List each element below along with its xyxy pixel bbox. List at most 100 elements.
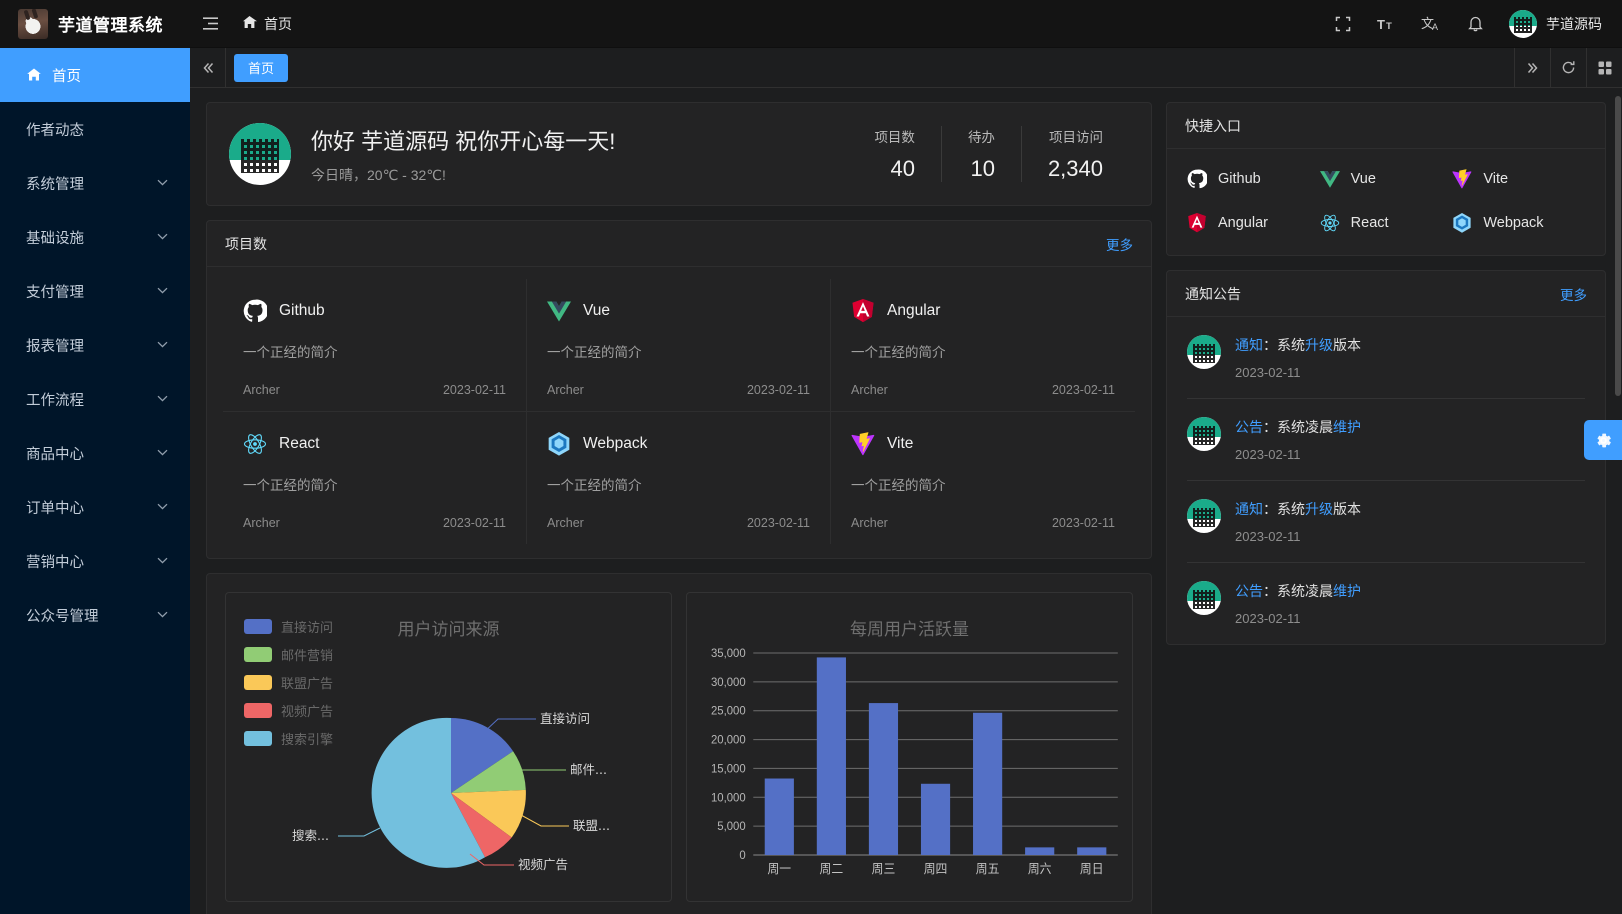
legend-label: 邮件营销 [281, 648, 334, 663]
quick-entry-item-vue[interactable]: Vue [1319, 169, 1453, 189]
legend-item[interactable]: 邮件营销 [244, 645, 333, 664]
refresh-icon[interactable] [1550, 48, 1586, 87]
project-card[interactable]: Vite 一个正经的简介 Archer 2023-02-11 [831, 412, 1135, 544]
notice-body: 公告：系统凌晨维护 2023-02-11 [1235, 417, 1361, 462]
quick-entry-item-react[interactable]: React [1320, 213, 1453, 233]
chevron-down-icon [157, 231, 168, 243]
xtick-label: 周三 [872, 862, 896, 876]
sidebar-item-8[interactable]: 商品中心 [0, 426, 190, 480]
legend-label: 直接访问 [281, 620, 334, 635]
brand[interactable]: 芋道管理系统 [0, 0, 190, 48]
grid-icon[interactable] [1586, 48, 1622, 87]
bar[interactable] [920, 783, 951, 855]
project-card[interactable]: Github 一个正经的简介 Archer 2023-02-11 [223, 279, 527, 412]
notice-text-b: 版本 [1333, 337, 1361, 353]
bar[interactable] [973, 712, 1003, 855]
home-icon [26, 67, 42, 83]
quick-entry-item-vite[interactable]: Vite [1452, 169, 1585, 189]
bar[interactable] [764, 778, 794, 855]
chevron-down-icon [157, 339, 168, 351]
bar[interactable] [816, 657, 846, 855]
main-column: 首页 [190, 48, 1622, 914]
notices-title: 通知公告 [1185, 285, 1241, 302]
quick-entry-label: Github [1218, 171, 1261, 187]
notices-header: 通知公告 更多 [1167, 271, 1605, 317]
notices-more-link[interactable]: 更多 [1560, 287, 1587, 303]
project-card[interactable]: React 一个正经的简介 Archer 2023-02-11 [223, 412, 527, 544]
content-scrollbar[interactable] [1615, 96, 1621, 396]
pie-label-search: 搜索... [292, 828, 329, 843]
quick-entry-item-github[interactable]: Github [1187, 169, 1320, 189]
sidebar-item-2[interactable]: 作者动态 [0, 102, 190, 156]
tabs-area: 首页 [226, 48, 1514, 87]
notice-item[interactable]: 公告：系统凌晨维护 2023-02-11 [1187, 563, 1585, 644]
font-size-icon[interactable]: T T [1367, 0, 1407, 48]
stat-label: 项目数 [874, 130, 915, 145]
pie-chart[interactable]: 用户访问来源 直接访问 邮件营销 联盟广告 视频广告 搜索引擎 [225, 592, 672, 902]
notice-avatar [1187, 335, 1221, 369]
webpack-icon [547, 432, 571, 456]
fullscreen-icon[interactable] [1323, 0, 1363, 48]
quick-entry-item-webpack[interactable]: Webpack [1452, 213, 1585, 233]
hamburger-icon[interactable] [190, 0, 230, 48]
project-card[interactable]: Webpack 一个正经的简介 Archer 2023-02-11 [527, 412, 831, 544]
legend-swatch [244, 675, 272, 690]
user-menu[interactable]: 芋道源码 [1499, 9, 1608, 38]
projects-more-link[interactable]: 更多 [1106, 237, 1133, 253]
double-chevron-right-icon[interactable] [1514, 48, 1550, 87]
sidebar-item-9[interactable]: 订单中心 [0, 480, 190, 534]
legend-label: 搜索引擎 [281, 732, 334, 747]
project-card[interactable]: Angular 一个正经的简介 Archer 2023-02-11 [831, 279, 1135, 412]
chevron-down-icon [157, 177, 168, 189]
sidebar-item-5[interactable]: 支付管理 [0, 264, 190, 318]
legend-item[interactable]: 直接访问 [244, 617, 333, 636]
notice-type: 通知 [1235, 337, 1263, 353]
notice-item[interactable]: 通知：系统升级版本 2023-02-11 [1187, 481, 1585, 563]
notice-avatar [1187, 581, 1221, 615]
translate-icon[interactable]: 文 A [1411, 0, 1451, 48]
legend-item[interactable]: 联盟广告 [244, 673, 333, 692]
sidebar-item-6[interactable]: 报表管理 [0, 318, 190, 372]
sidebar-item-1[interactable]: 首页 [0, 48, 190, 102]
bar[interactable] [1025, 847, 1055, 855]
notice-body: 通知：系统升级版本 2023-02-11 [1235, 499, 1361, 544]
notice-body: 通知：系统升级版本 2023-02-11 [1235, 335, 1361, 380]
sidebar-item-label: 作者动态 [26, 122, 84, 139]
notice-item[interactable]: 公告：系统凌晨维护 2023-02-11 [1187, 399, 1585, 481]
notice-highlight: 升级 [1305, 337, 1333, 353]
bar-chart[interactable]: 每周用户活跃量 0 5,000 10,000 15,000 20,000 25,000 30… [686, 592, 1133, 902]
github-icon [1187, 169, 1207, 189]
tab-home[interactable]: 首页 [234, 53, 289, 82]
project-card[interactable]: Vue 一个正经的简介 Archer 2023-02-11 [527, 279, 831, 412]
stat-2: 待办 10 [940, 126, 1021, 182]
notice-date: 2023-02-11 [1235, 365, 1301, 380]
notice-item[interactable]: 通知：系统升级版本 2023-02-11 [1187, 317, 1585, 399]
sidebar-item-label: 系统管理 [26, 176, 84, 193]
notice-text-b: 版本 [1333, 501, 1361, 517]
notice-text-a: ：系统凌晨 [1263, 583, 1333, 599]
bar[interactable] [1077, 847, 1107, 855]
sidebar-item-4[interactable]: 基础设施 [0, 210, 190, 264]
avatar [1509, 9, 1537, 38]
gear-icon[interactable] [1584, 420, 1622, 460]
sidebar-item-10[interactable]: 营销中心 [0, 534, 190, 588]
bell-icon[interactable] [1455, 0, 1495, 48]
legend-item[interactable]: 视频广告 [244, 701, 333, 720]
double-chevron-left-icon[interactable] [190, 48, 226, 87]
welcome-avatar [229, 123, 291, 185]
sidebar-item-3[interactable]: 系统管理 [0, 156, 190, 210]
project-date: 2023-02-11 [746, 516, 810, 530]
quick-entry-item-angular[interactable]: Angular [1187, 213, 1320, 233]
quick-entry-title: 快捷入口 [1185, 117, 1241, 134]
pie-slice-affiliate [451, 789, 526, 838]
ytick-label: 10,000 [711, 791, 746, 804]
project-card-header: Vite [851, 432, 1115, 456]
project-desc: 一个正经的简介 [243, 478, 338, 493]
sidebar-item-7[interactable]: 工作流程 [0, 372, 190, 426]
breadcrumb[interactable]: 首页 [230, 14, 292, 34]
legend-item[interactable]: 搜索引擎 [244, 729, 333, 748]
bar[interactable] [868, 703, 899, 855]
angular-icon [851, 299, 875, 323]
vue-icon [547, 299, 571, 323]
sidebar-item-11[interactable]: 公众号管理 [0, 588, 190, 642]
